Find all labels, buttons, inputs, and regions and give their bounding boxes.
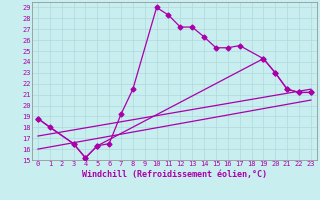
X-axis label: Windchill (Refroidissement éolien,°C): Windchill (Refroidissement éolien,°C)	[82, 170, 267, 179]
